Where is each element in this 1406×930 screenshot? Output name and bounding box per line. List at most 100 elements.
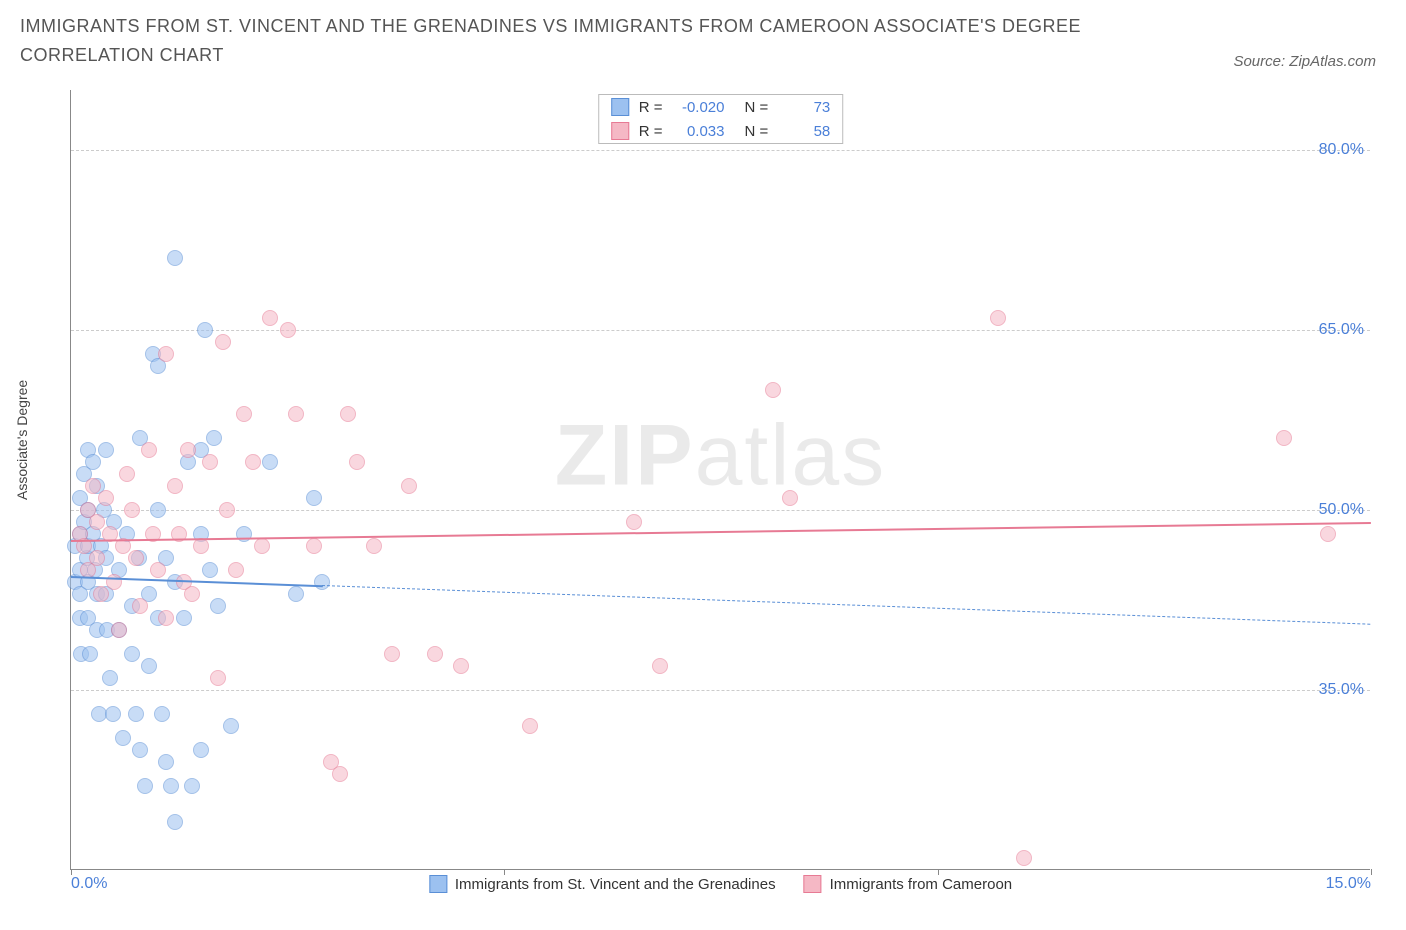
n-label: N = xyxy=(745,99,769,116)
gridline xyxy=(71,690,1370,691)
y-axis-label: Associate's Degree xyxy=(14,380,30,500)
data-point xyxy=(163,778,179,794)
data-point xyxy=(453,658,469,674)
data-point xyxy=(124,502,140,518)
legend-label: Immigrants from St. Vincent and the Gren… xyxy=(455,876,776,893)
data-point xyxy=(215,334,231,350)
trend-line xyxy=(322,585,1371,625)
legend-item: Immigrants from St. Vincent and the Gren… xyxy=(429,875,776,893)
data-point xyxy=(184,778,200,794)
data-point xyxy=(202,454,218,470)
data-point xyxy=(150,502,166,518)
data-point xyxy=(128,550,144,566)
data-point xyxy=(626,514,642,530)
watermark: ZIPatlas xyxy=(555,407,886,506)
data-point xyxy=(1320,526,1336,542)
y-tick-label: 35.0% xyxy=(1319,681,1364,699)
data-point xyxy=(236,406,252,422)
data-point xyxy=(245,454,261,470)
legend-swatch xyxy=(804,875,822,893)
data-point xyxy=(193,538,209,554)
legend-swatch xyxy=(611,122,629,140)
x-tick-label: 15.0% xyxy=(1326,875,1371,893)
data-point xyxy=(262,310,278,326)
data-point xyxy=(366,538,382,554)
chart-container: Associate's Degree ZIPatlas R =-0.020N =… xyxy=(20,90,1386,910)
data-point xyxy=(89,514,105,530)
data-point xyxy=(98,490,114,506)
data-point xyxy=(115,730,131,746)
data-point xyxy=(427,646,443,662)
data-point xyxy=(652,658,668,674)
data-point xyxy=(158,346,174,362)
data-point xyxy=(128,706,144,722)
data-point xyxy=(223,718,239,734)
data-point xyxy=(93,586,109,602)
r-label: R = xyxy=(639,123,663,140)
data-point xyxy=(111,622,127,638)
y-tick-label: 50.0% xyxy=(1319,501,1364,519)
gridline xyxy=(71,330,1370,331)
y-tick-label: 80.0% xyxy=(1319,141,1364,159)
data-point xyxy=(288,406,304,422)
data-point xyxy=(137,778,153,794)
data-point xyxy=(102,670,118,686)
data-point xyxy=(98,442,114,458)
data-point xyxy=(349,454,365,470)
data-point xyxy=(202,562,218,578)
data-point xyxy=(340,406,356,422)
data-point xyxy=(85,478,101,494)
r-value: -0.020 xyxy=(673,99,725,116)
data-point xyxy=(401,478,417,494)
data-point xyxy=(167,250,183,266)
data-point xyxy=(206,430,222,446)
data-point xyxy=(262,454,278,470)
data-point xyxy=(306,538,322,554)
x-tick-mark xyxy=(938,869,939,875)
n-label: N = xyxy=(745,123,769,140)
data-point xyxy=(158,754,174,770)
data-point xyxy=(314,574,330,590)
r-value: 0.033 xyxy=(673,123,725,140)
legend-series: Immigrants from St. Vincent and the Gren… xyxy=(429,875,1012,893)
x-tick-label: 0.0% xyxy=(71,875,107,893)
data-point xyxy=(89,550,105,566)
data-point xyxy=(219,502,235,518)
data-point xyxy=(332,766,348,782)
data-point xyxy=(132,598,148,614)
data-point xyxy=(105,706,121,722)
data-point xyxy=(210,670,226,686)
n-value: 73 xyxy=(778,99,830,116)
data-point xyxy=(132,742,148,758)
n-value: 58 xyxy=(778,123,830,140)
data-point xyxy=(119,466,135,482)
x-tick-mark xyxy=(504,869,505,875)
data-point xyxy=(197,322,213,338)
legend-item: Immigrants from Cameroon xyxy=(804,875,1013,893)
data-point xyxy=(990,310,1006,326)
data-point xyxy=(167,478,183,494)
source-label: Source: ZipAtlas.com xyxy=(1233,53,1386,70)
data-point xyxy=(141,442,157,458)
data-point xyxy=(306,490,322,506)
data-point xyxy=(1276,430,1292,446)
legend-stat-row: R = 0.033 N = 58 xyxy=(599,119,843,143)
data-point xyxy=(280,322,296,338)
data-point xyxy=(85,454,101,470)
data-point xyxy=(150,562,166,578)
legend-stats: R = -0.020 N = 73 R = 0.033 N = 58 xyxy=(598,94,844,144)
data-point xyxy=(765,382,781,398)
data-point xyxy=(254,538,270,554)
data-point xyxy=(176,610,192,626)
data-point xyxy=(158,610,174,626)
header: IMMIGRANTS FROM ST. VINCENT AND THE GREN… xyxy=(0,0,1406,76)
data-point xyxy=(106,574,122,590)
data-point xyxy=(228,562,244,578)
data-point xyxy=(124,646,140,662)
data-point xyxy=(210,598,226,614)
data-point xyxy=(154,706,170,722)
data-point xyxy=(288,586,304,602)
legend-label: Immigrants from Cameroon xyxy=(830,876,1013,893)
data-point xyxy=(384,646,400,662)
data-point xyxy=(193,742,209,758)
